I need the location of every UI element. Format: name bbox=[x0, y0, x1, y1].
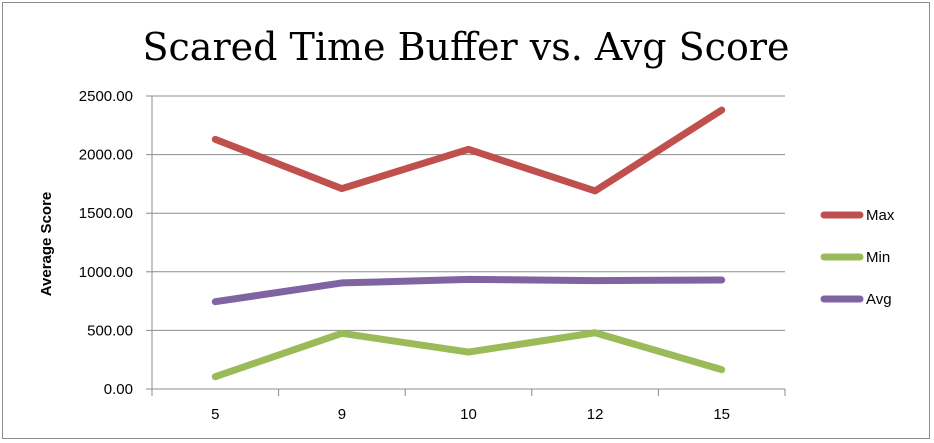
x-tick-label: 12 bbox=[587, 406, 604, 423]
series-line-min bbox=[211, 329, 726, 381]
y-tick-label: 1000.00 bbox=[79, 264, 133, 281]
y-tick-labels: 0.00 500.00 1000.00 1500.00 2000.00 2500.00 bbox=[79, 88, 133, 398]
y-tick-label: 2500.00 bbox=[79, 88, 133, 105]
series-line-max bbox=[211, 106, 726, 195]
x-tick-label: 9 bbox=[338, 406, 346, 423]
x-tick-label: 5 bbox=[211, 406, 219, 423]
x-tick-label: 15 bbox=[713, 406, 730, 423]
chart-title: Scared Time Buffer vs. Avg Score bbox=[142, 25, 789, 69]
y-tick-label: 500.00 bbox=[87, 322, 133, 339]
series-lines bbox=[211, 106, 726, 381]
y-tick-label: 0.00 bbox=[104, 381, 133, 398]
legend: Max Min Avg bbox=[820, 207, 895, 308]
legend-label-avg: Avg bbox=[866, 291, 892, 308]
series-line-avg bbox=[211, 275, 726, 306]
x-tick-label: 10 bbox=[460, 406, 477, 423]
legend-label-min: Min bbox=[866, 249, 890, 266]
x-tick-labels: 5 9 10 12 15 bbox=[211, 406, 730, 423]
legend-label-max: Max bbox=[866, 207, 895, 224]
y-tick-label: 2000.00 bbox=[79, 147, 133, 164]
y-axis-label: Average Score bbox=[38, 192, 55, 297]
axes bbox=[151, 96, 786, 396]
y-tick-label: 1500.00 bbox=[79, 205, 133, 222]
gridlines bbox=[146, 95, 785, 390]
